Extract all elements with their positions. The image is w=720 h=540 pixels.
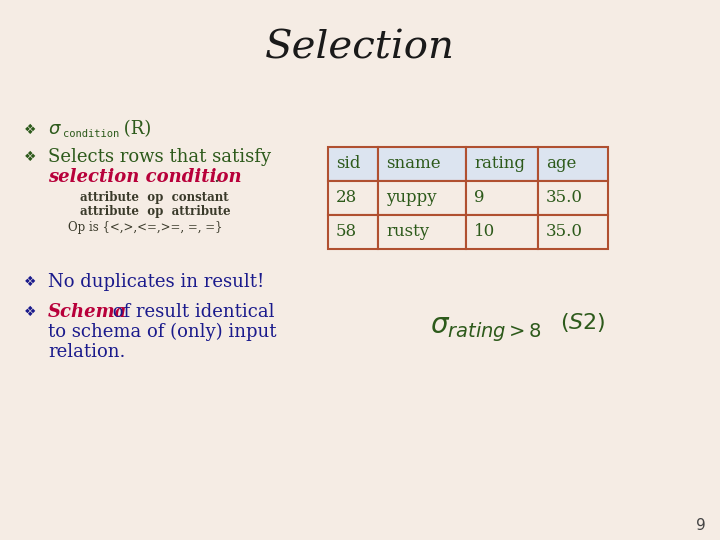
Text: 28: 28 bbox=[336, 190, 357, 206]
Text: $\sigma$: $\sigma$ bbox=[48, 120, 62, 138]
Text: yuppy: yuppy bbox=[386, 190, 436, 206]
Text: 10: 10 bbox=[474, 224, 495, 240]
Text: attribute  op  constant: attribute op constant bbox=[80, 191, 229, 204]
Text: Schema: Schema bbox=[48, 303, 127, 321]
Text: ❖: ❖ bbox=[24, 123, 36, 137]
Text: selection condition: selection condition bbox=[48, 168, 242, 186]
Text: 35.0: 35.0 bbox=[546, 224, 583, 240]
Text: sid: sid bbox=[336, 156, 361, 172]
Bar bbox=[328, 147, 378, 181]
Text: (R): (R) bbox=[118, 120, 151, 138]
Bar bbox=[466, 147, 538, 181]
Bar bbox=[378, 147, 466, 181]
Text: Op is {<,>,<=,>=, =, =}: Op is {<,>,<=,>=, =, =} bbox=[68, 220, 222, 233]
Bar bbox=[538, 147, 608, 181]
Text: Selects rows that satisfy: Selects rows that satisfy bbox=[48, 148, 271, 166]
Bar bbox=[328, 215, 378, 249]
Text: age: age bbox=[546, 156, 577, 172]
Text: .: . bbox=[213, 168, 219, 186]
Text: 9: 9 bbox=[474, 190, 485, 206]
Text: 35.0: 35.0 bbox=[546, 190, 583, 206]
Text: rating: rating bbox=[474, 156, 525, 172]
Text: No duplicates in result!: No duplicates in result! bbox=[48, 273, 264, 291]
Text: rusty: rusty bbox=[386, 224, 429, 240]
Text: Selection: Selection bbox=[265, 30, 455, 66]
Text: ❖: ❖ bbox=[24, 275, 36, 289]
Text: ❖: ❖ bbox=[24, 150, 36, 164]
Bar bbox=[466, 181, 538, 215]
Text: to schema of (only) input: to schema of (only) input bbox=[48, 323, 276, 341]
Bar bbox=[378, 215, 466, 249]
Text: attribute  op  attribute: attribute op attribute bbox=[80, 206, 230, 219]
Bar bbox=[538, 181, 608, 215]
Text: 9: 9 bbox=[696, 518, 706, 534]
Text: $(S2)$: $(S2)$ bbox=[560, 310, 606, 334]
Bar bbox=[378, 181, 466, 215]
Text: of result identical: of result identical bbox=[107, 303, 274, 321]
Text: 58: 58 bbox=[336, 224, 357, 240]
Text: condition: condition bbox=[63, 129, 120, 139]
Bar bbox=[538, 215, 608, 249]
Text: $\sigma_{rating>8}$: $\sigma_{rating>8}$ bbox=[430, 316, 542, 345]
Bar bbox=[466, 215, 538, 249]
Text: ❖: ❖ bbox=[24, 305, 36, 319]
Bar bbox=[328, 181, 378, 215]
Text: relation.: relation. bbox=[48, 343, 125, 361]
Text: sname: sname bbox=[386, 156, 441, 172]
